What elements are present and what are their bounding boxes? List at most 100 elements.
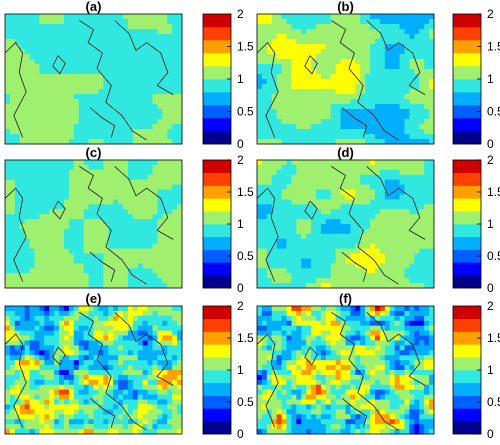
- heatmap-cell: [257, 119, 263, 125]
- heatmap-cell: [162, 424, 168, 430]
- heatmap-cell: [49, 129, 55, 135]
- heatmap-cell: [276, 209, 282, 215]
- heatmap-cell: [68, 89, 75, 95]
- heatmap-cell: [167, 379, 173, 386]
- heatmap-cell: [177, 414, 183, 420]
- heatmap-cell: [59, 74, 65, 80]
- heatmap-cell: [276, 174, 282, 181]
- heatmap-cell: [113, 384, 119, 391]
- heatmap-cell: [123, 34, 129, 40]
- heatmap-cell: [147, 69, 153, 75]
- heatmap-cell: [355, 228, 361, 235]
- heatmap-cell: [39, 228, 45, 235]
- heatmap-cell: [414, 278, 420, 284]
- heatmap-cell: [316, 224, 322, 230]
- heatmap-cell: [93, 340, 99, 346]
- heatmap-cell: [316, 233, 322, 240]
- heatmap-cell: [399, 174, 405, 181]
- heatmap-cell: [301, 253, 307, 259]
- heatmap-cell: [118, 310, 124, 317]
- heatmap-cell: [127, 273, 134, 279]
- heatmap-cell: [54, 350, 60, 356]
- heatmap-cell: [177, 204, 183, 210]
- heatmap-cell: [320, 164, 327, 171]
- heatmap-cell: [49, 384, 55, 391]
- coastline: [89, 251, 116, 282]
- heatmap-cell: [132, 29, 139, 35]
- heatmap-cell: [132, 283, 139, 289]
- heatmap-cell: [64, 39, 70, 45]
- heatmap-cell: [281, 39, 287, 45]
- heatmap-cell: [389, 119, 396, 125]
- heatmap-cell: [118, 44, 124, 50]
- heatmap-cell: [409, 99, 415, 105]
- heatmap-cell: [320, 228, 327, 235]
- heatmap-cell: [24, 306, 30, 312]
- heatmap-cell: [44, 374, 50, 381]
- heatmap-cell: [68, 94, 75, 100]
- heatmap-cell: [127, 379, 134, 386]
- heatmap-cell: [44, 228, 50, 235]
- heatmap-cell: [379, 84, 386, 90]
- heatmap-cell: [108, 233, 114, 240]
- heatmap-cell: [162, 325, 168, 332]
- heatmap-cell: [118, 214, 124, 220]
- heatmap-cell: [93, 233, 99, 240]
- heatmap-cell: [177, 429, 183, 435]
- heatmap-cell: [78, 34, 85, 40]
- heatmap-cell: [384, 179, 391, 186]
- heatmap-cell: [340, 124, 346, 130]
- heatmap-cell: [88, 238, 94, 245]
- heatmap-cell: [137, 404, 144, 410]
- heatmap-cell: [9, 74, 16, 80]
- heatmap-cell: [132, 419, 139, 425]
- heatmap-cell: [98, 204, 104, 210]
- heatmap-cell: [325, 174, 332, 181]
- heatmap-cell: [103, 194, 109, 200]
- heatmap-cell: [73, 409, 80, 415]
- heatmap-cell: [266, 204, 273, 210]
- heatmap-cell: [266, 340, 273, 346]
- heatmap-cell: [271, 94, 278, 100]
- heatmap-cell: [281, 219, 287, 225]
- heatmap-cell: [9, 169, 16, 176]
- heatmap-cell: [414, 84, 420, 90]
- heatmap-cell: [24, 14, 30, 20]
- heatmap-cell: [78, 389, 85, 396]
- heatmap-cell: [64, 429, 70, 435]
- heatmap-cell: [73, 69, 80, 75]
- heatmap-cell: [78, 39, 85, 45]
- heatmap-cell: [132, 315, 139, 322]
- heatmap-cell: [132, 164, 139, 171]
- heatmap-cell: [167, 114, 173, 120]
- heatmap-cell: [64, 189, 70, 195]
- heatmap-cell: [5, 273, 11, 279]
- heatmap-cell: [399, 204, 405, 210]
- heatmap-cell: [429, 79, 435, 85]
- heatmap-cell: [335, 49, 341, 55]
- heatmap-cell: [132, 325, 139, 332]
- heatmap-cell: [29, 69, 35, 75]
- heatmap-cell: [19, 429, 26, 435]
- heatmap-cell: [360, 224, 366, 230]
- heatmap-cell: [34, 99, 40, 105]
- heatmap-cell: [301, 139, 307, 145]
- heatmap-cell: [424, 214, 430, 220]
- heatmap-cell: [167, 119, 173, 125]
- heatmap-cell: [389, 179, 396, 186]
- heatmap-cell: [177, 174, 183, 181]
- heatmap-cell: [375, 14, 381, 20]
- heatmap-cell: [127, 370, 134, 376]
- heatmap-cell: [257, 325, 263, 332]
- heatmap-cell: [113, 99, 119, 105]
- heatmap-cell: [379, 89, 386, 95]
- heatmap-cell: [83, 315, 89, 322]
- heatmap-cell: [44, 134, 50, 140]
- heatmap-cell: [167, 89, 173, 95]
- heatmap-cell: [335, 69, 341, 75]
- heatmap-cell: [98, 399, 104, 405]
- heatmap-cell: [414, 174, 420, 181]
- heatmap-cell: [394, 39, 400, 45]
- heatmap-cell: [424, 224, 430, 230]
- heatmap-cell: [157, 19, 163, 25]
